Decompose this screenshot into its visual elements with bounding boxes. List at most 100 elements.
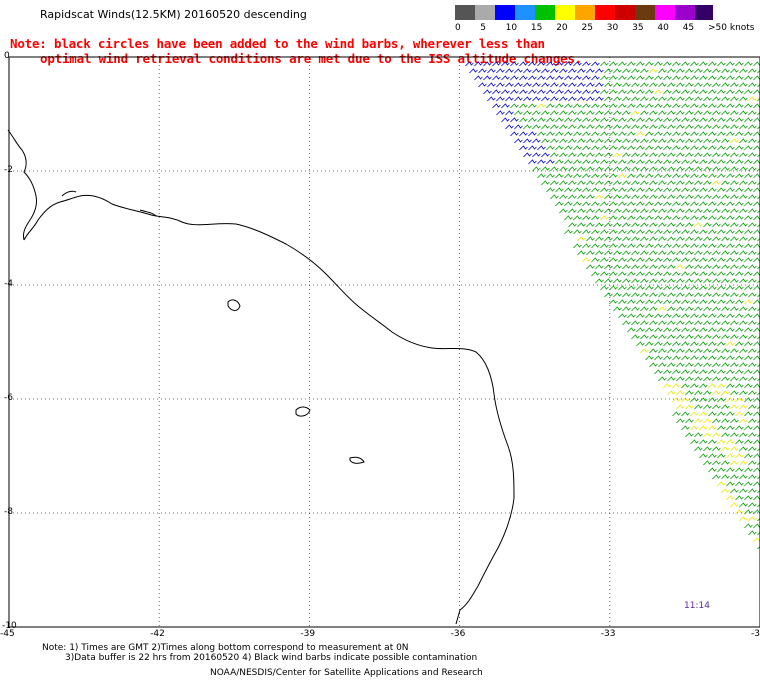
wind-barb [640, 208, 649, 214]
wind-barb [663, 131, 672, 137]
wind-barb [546, 89, 555, 95]
wind-barb [528, 75, 537, 81]
wind-barb [735, 243, 744, 249]
wind-barb [712, 348, 721, 354]
wind-barb [649, 292, 658, 298]
wind-barb [690, 131, 699, 137]
wind-barb [735, 257, 744, 263]
wind-barb [717, 117, 726, 123]
wind-barb [640, 166, 649, 172]
wind-barb [744, 243, 753, 249]
wind-barb [582, 61, 591, 67]
wind-barb [721, 82, 730, 88]
wind-barb [586, 194, 595, 200]
wind-barb [699, 439, 708, 445]
wind-barb [663, 215, 672, 221]
wind-barb [748, 82, 757, 88]
wind-barb [744, 257, 753, 263]
wind-barb [568, 124, 577, 130]
legend-swatch-3 [515, 5, 535, 20]
wind-barb [703, 124, 712, 130]
wind-barb [487, 68, 496, 74]
wind-barb [717, 173, 726, 179]
wind-barb [676, 208, 685, 214]
wind-barb [757, 517, 760, 522]
wind-barb [636, 285, 645, 291]
wind-barb [739, 82, 748, 88]
wind-barb [501, 103, 510, 109]
wind-barb [676, 334, 685, 340]
wind-barb [712, 320, 721, 326]
wind-barb [523, 124, 532, 130]
wind-barb [519, 75, 528, 81]
wind-barb [730, 166, 739, 172]
wind-barb [726, 187, 735, 193]
wind-barb [694, 110, 703, 116]
wind-barb [685, 124, 694, 130]
wind-barb [735, 215, 744, 221]
wind-barb [753, 369, 760, 375]
wind-barb [631, 236, 640, 242]
wind-barb [595, 166, 604, 172]
wind-barb [667, 194, 676, 200]
wind-barb [694, 334, 703, 340]
wind-barb [717, 467, 726, 473]
wind-barb [568, 180, 577, 186]
wind-barb [591, 215, 600, 221]
wind-barb [546, 159, 555, 165]
wind-barb [654, 75, 663, 81]
legend-label-0: 0 [455, 23, 461, 33]
wind-barb [685, 152, 694, 158]
wind-barb [744, 509, 753, 515]
wind-barb [721, 320, 730, 326]
wind-barb [627, 145, 636, 151]
wind-barb [681, 187, 690, 193]
wind-barb [667, 82, 676, 88]
wind-barb [681, 355, 690, 361]
wind-barb [730, 68, 739, 74]
wind-barb [555, 89, 564, 95]
wind-barb [604, 166, 613, 172]
wind-barb [721, 264, 730, 270]
legend-label-10: 10 [505, 23, 518, 33]
wind-barb [703, 250, 712, 256]
wind-barb [672, 103, 681, 109]
wind-barb [694, 362, 703, 368]
wind-barb [627, 215, 636, 221]
wind-barb [658, 334, 667, 340]
wind-barb [748, 474, 757, 480]
wind-barb [753, 173, 760, 179]
wind-barb [721, 138, 730, 144]
wind-barb [595, 152, 604, 158]
wind-barb [748, 236, 757, 242]
wind-barb [667, 236, 676, 242]
wind-barb [600, 89, 609, 95]
wind-barb [645, 229, 654, 235]
wind-barb [676, 222, 685, 228]
wind-barb [726, 313, 735, 319]
lon-tick-label: -36 [450, 629, 466, 639]
map-title: Rapidscat Winds(12.5KM) 20160520 descend… [40, 8, 307, 21]
wind-barb [604, 82, 613, 88]
wind-barb [703, 96, 712, 102]
wind-barb [636, 131, 645, 137]
wind-barb [748, 516, 757, 522]
wind-barb [663, 257, 672, 263]
wind-barb [649, 264, 658, 270]
wind-barb [645, 103, 654, 109]
wind-barb [519, 89, 528, 95]
wind-barb [739, 96, 748, 102]
wind-barb [748, 166, 757, 172]
wind-barb [681, 299, 690, 305]
wind-barb [582, 215, 591, 221]
wind-barb [600, 257, 609, 263]
wind-barb [492, 75, 501, 81]
wind-barb [532, 124, 541, 130]
wind-barb [708, 131, 717, 137]
wind-barb [703, 152, 712, 158]
wind-barb [645, 355, 654, 361]
wind-barb [744, 495, 753, 501]
lat-tick-label: -8 [4, 507, 13, 517]
wind-barb [735, 495, 744, 501]
wind-barb [595, 68, 604, 74]
